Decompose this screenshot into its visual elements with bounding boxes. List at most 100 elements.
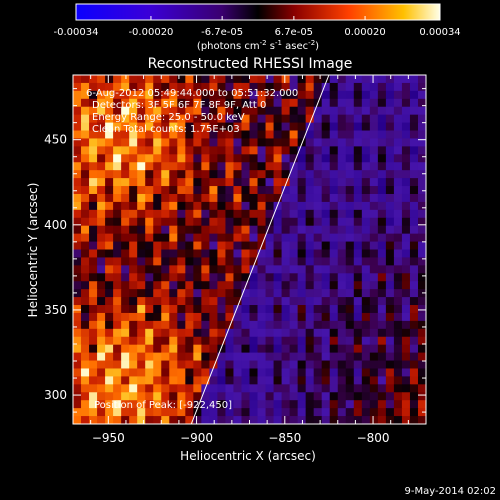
heatmap-cell [129, 281, 138, 290]
heatmap-cell [249, 193, 259, 203]
heatmap-cell [409, 162, 419, 171]
heatmap-cell [297, 257, 307, 266]
heatmap-cell [329, 178, 339, 187]
heatmap-cell [369, 312, 379, 322]
heatmap-cell [161, 225, 170, 235]
heatmap-cell [401, 360, 411, 369]
heatmap-cell [313, 249, 323, 258]
heatmap-cell [169, 416, 178, 424]
heatmap-cell [265, 376, 275, 385]
heatmap-cell [385, 328, 395, 338]
heatmap-cell [377, 416, 387, 424]
heatmap-cell [417, 265, 426, 274]
heatmap-cell [337, 130, 347, 139]
heatmap-cell [345, 281, 355, 290]
heatmap-cell [177, 209, 186, 219]
heatmap-cell [121, 90, 130, 100]
heatmap-cell [73, 186, 82, 195]
heatmap-cell [225, 90, 234, 100]
heatmap-cell [321, 82, 331, 92]
heatmap-cell [409, 257, 419, 266]
heatmap-cell [193, 320, 202, 330]
heatmap-cell [385, 352, 395, 362]
heatmap-cell [137, 273, 146, 282]
heatmap-cell [241, 408, 250, 417]
heatmap-cell [265, 408, 275, 417]
heatmap-cell [129, 336, 138, 346]
heatmap-cell [401, 217, 411, 227]
heatmap-cell [81, 98, 90, 108]
heatmap-cell [321, 320, 331, 330]
heatmap-cell [353, 305, 363, 314]
heatmap-cell [89, 209, 98, 219]
heatmap-cell [89, 320, 98, 330]
heatmap-cell [89, 392, 98, 401]
heatmap-cell [113, 114, 122, 124]
heatmap-cell [73, 392, 82, 401]
heatmap-cell [313, 273, 323, 282]
heatmap-cell [225, 257, 234, 266]
heatmap-cell [193, 257, 202, 266]
heatmap-cell [177, 312, 186, 322]
heatmap-cell [233, 352, 242, 362]
heatmap-cell [169, 336, 178, 346]
heatmap-cell [369, 178, 379, 187]
heatmap-cell [153, 257, 162, 266]
heatmap-cell [281, 289, 291, 298]
heatmap-cell [273, 201, 283, 211]
heatmap-cell [305, 225, 315, 235]
heatmap-cell [313, 233, 323, 243]
heatmap-cell [201, 162, 210, 171]
heatmap-cell [401, 98, 411, 108]
heatmap-cell [249, 98, 259, 108]
heatmap-cell [369, 162, 379, 171]
heatmap-cell [305, 400, 315, 409]
colorbar-tick-label: 0.00034 [419, 27, 460, 38]
heatmap-cell [225, 400, 234, 409]
heatmap-cell [121, 408, 130, 417]
heatmap-cell [113, 312, 122, 322]
heatmap-cell [385, 400, 395, 409]
heatmap-cell [313, 265, 323, 274]
heatmap-cell [241, 130, 250, 139]
heatmap-cell [225, 178, 234, 187]
heatmap-cell [361, 90, 371, 100]
heatmap-cell [185, 186, 194, 195]
heatmap-cell [329, 146, 339, 155]
heatmap-cell [113, 273, 122, 282]
heatmap-cell [121, 186, 130, 195]
heatmap-cell [417, 225, 426, 235]
heatmap-cell [73, 178, 82, 187]
heatmap-cell [249, 297, 259, 306]
heatmap-cell [305, 146, 315, 155]
heatmap-cell [129, 305, 138, 314]
heatmap-cell [145, 114, 154, 124]
heatmap-cell [73, 162, 82, 171]
heatmap-cell [233, 154, 242, 163]
heatmap-cell [233, 265, 242, 274]
heatmap-cell [353, 376, 363, 385]
heatmap-cell [137, 178, 146, 187]
x-tick-labels: −950 −900 −850 −800 [92, 431, 390, 445]
heatmap-cell [297, 297, 307, 306]
heatmap-cell [113, 154, 122, 163]
heatmap-cell [73, 408, 82, 417]
heatmap-cell [161, 289, 170, 298]
heatmap-cell [369, 368, 379, 377]
heatmap-cell [377, 265, 387, 274]
heatmap-cell [273, 233, 283, 243]
heatmap-cell [401, 82, 411, 92]
heatmap-cell [145, 98, 154, 108]
heatmap-cell [113, 162, 122, 171]
heatmap-cell [73, 376, 82, 385]
heatmap-cell [361, 170, 371, 179]
heatmap-cell [273, 186, 283, 195]
heatmap-cell [185, 257, 194, 266]
heatmap-cell [225, 130, 234, 139]
heatmap-cell [89, 193, 98, 203]
heatmap-cell [105, 281, 114, 290]
heatmap-cell [225, 289, 234, 298]
heatmap-cell [377, 130, 387, 139]
heatmap-cell [89, 154, 98, 163]
heatmap-cell [385, 336, 395, 346]
